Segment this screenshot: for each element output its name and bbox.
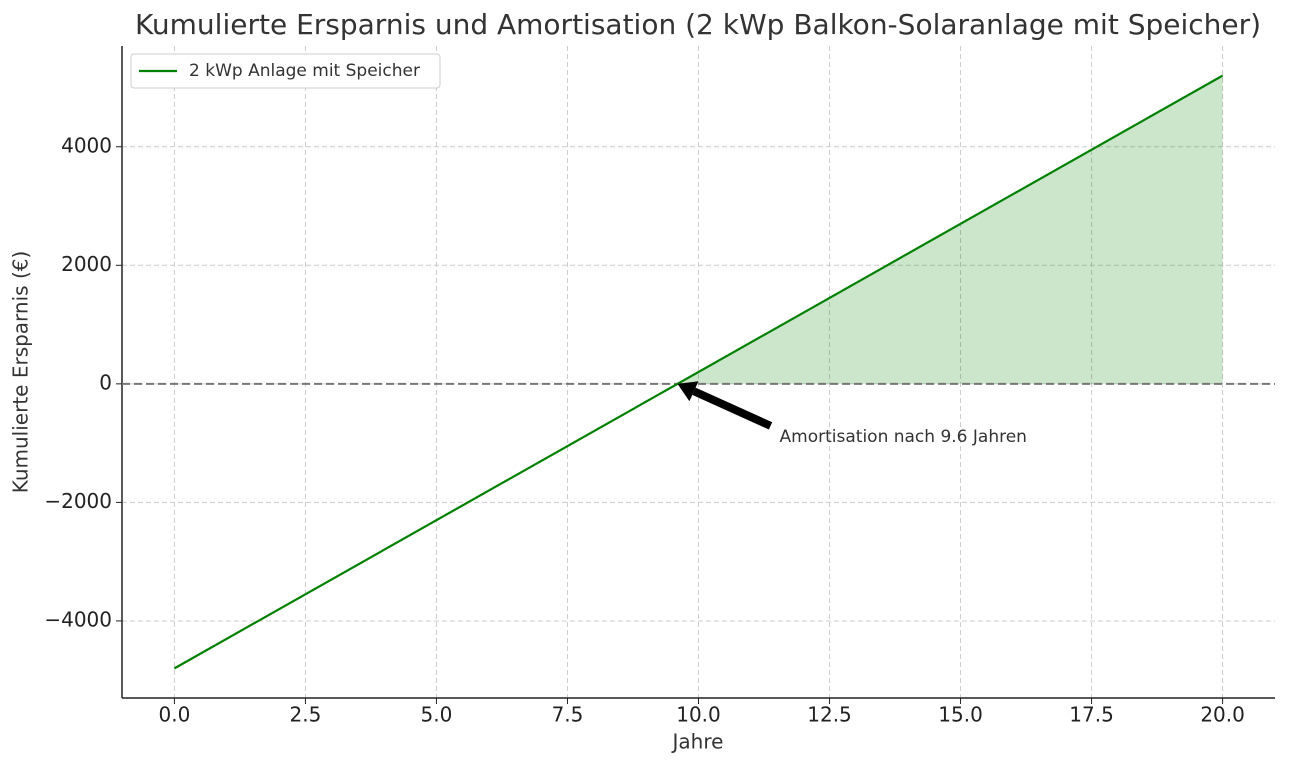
legend: 2 kWp Anlage mit Speicher [130,53,441,89]
y-tick-label: 0 [99,370,112,394]
x-tick-label: 17.5 [1069,703,1114,727]
legend-label: 2 kWp Anlage mit Speicher [189,61,420,81]
annotation-arrow [692,387,773,430]
annotation: Amortisation nach 9.6 Jahren [780,427,1027,447]
x-tick-label: 20.0 [1200,703,1245,727]
chart-title: Kumulierte Ersparnis und Amortisation (2… [135,8,1261,41]
x-tick-label: 0.0 [159,703,191,727]
y-tick-label: −4000 [44,607,112,631]
y-tick-label: −2000 [44,489,112,513]
y-tick-label: 4000 [61,133,112,157]
x-tick-label: 2.5 [290,703,322,727]
x-tick-label: 15.0 [938,703,983,727]
x-axis-label: Jahre [671,730,724,754]
x-tick-label: 12.5 [807,703,852,727]
y-tick-label: 2000 [61,252,112,276]
line [173,74,1224,670]
y-axis-label: Kumulierte Ersparnis (€) [9,251,33,494]
x-tick-label: 7.5 [552,703,584,727]
legend-frame [130,53,441,89]
annotation-arrowhead [677,381,699,402]
x-tick-label: 5.0 [421,703,453,727]
x-tick-label: 10.0 [676,703,721,727]
